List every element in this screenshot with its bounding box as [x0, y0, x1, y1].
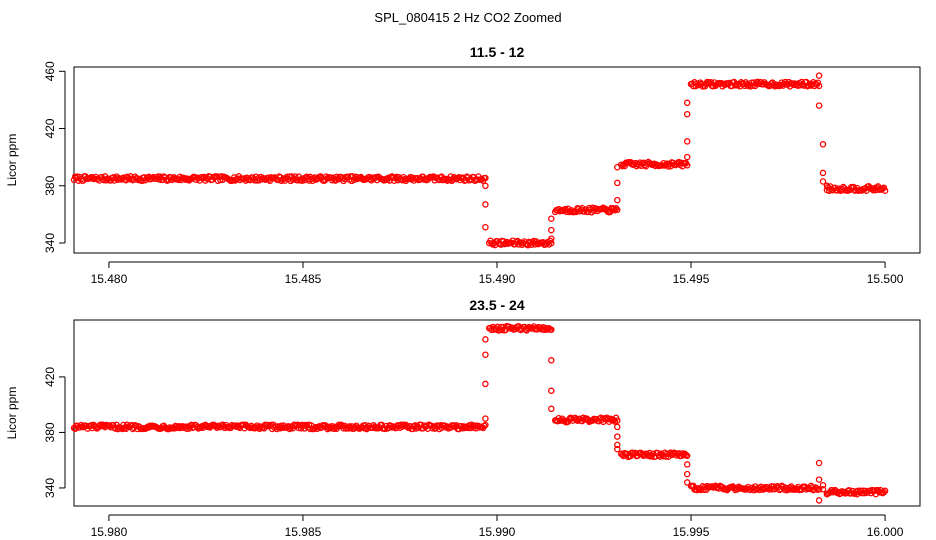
data-point — [819, 141, 827, 148]
data-point — [815, 82, 823, 90]
data-point — [548, 357, 555, 364]
x-tick-label: 15.990 — [479, 525, 516, 539]
data-point — [683, 479, 691, 486]
data-point — [614, 433, 621, 440]
data-point — [614, 445, 621, 453]
data-point — [614, 206, 621, 214]
x-tick-label: 15.495 — [673, 272, 710, 286]
data-point — [498, 326, 506, 334]
data-point — [614, 196, 621, 204]
data-point — [548, 226, 555, 234]
data-point — [819, 481, 827, 489]
data-series — [70, 72, 889, 249]
y-tick-label: 380 — [43, 422, 57, 442]
data-point — [614, 423, 621, 431]
data-point — [482, 174, 489, 182]
data-point — [548, 235, 555, 242]
x-tick-label: 15.490 — [479, 272, 516, 286]
data-point — [683, 452, 691, 460]
data-point — [482, 415, 489, 422]
data-point — [614, 163, 621, 171]
y-tick-label: 420 — [43, 118, 57, 138]
chart-panel-bottom: 23.5 - 24 Licor ppm 15.980 15.985 15.990 15.9… — [5, 297, 921, 539]
data-point — [482, 380, 489, 388]
data-point — [482, 336, 489, 343]
data-point — [683, 138, 691, 145]
data-point — [497, 323, 505, 331]
x-tick-label: 15.500 — [867, 272, 904, 286]
data-point — [683, 470, 691, 478]
data-point — [680, 451, 687, 459]
data-point — [880, 488, 888, 496]
data-point — [880, 184, 888, 191]
x-tick-label: 15.485 — [285, 272, 322, 286]
data-point — [335, 421, 343, 428]
plot-frame — [73, 319, 921, 507]
data-point — [614, 441, 621, 449]
data-point — [815, 102, 823, 109]
data-point — [482, 182, 489, 190]
y-tick-label: 340 — [43, 478, 57, 498]
data-point — [548, 387, 555, 395]
data-point — [548, 405, 555, 413]
data-point — [548, 239, 555, 247]
panel-title: 11.5 - 12 — [470, 44, 525, 60]
data-point — [881, 187, 889, 194]
data-point — [683, 153, 691, 161]
x-tick-label: 15.995 — [673, 525, 710, 539]
data-point — [548, 215, 555, 222]
data-point — [815, 486, 823, 493]
data-point — [814, 79, 822, 86]
figure-title: SPL_080415 2 Hz CO2 Zoomed — [374, 10, 561, 25]
data-point — [614, 179, 621, 187]
data-point — [482, 201, 489, 208]
data-point — [815, 459, 823, 467]
data-point — [683, 461, 691, 468]
data-point — [819, 178, 827, 185]
data-point — [400, 421, 407, 428]
data-point — [881, 487, 889, 495]
data-point — [819, 486, 827, 493]
panel-title: 23.5 - 24 — [469, 297, 524, 313]
data-point — [815, 476, 823, 483]
y-axis-label: Licor ppm — [5, 387, 19, 440]
data-point — [482, 223, 489, 231]
data-point — [612, 205, 620, 212]
data-point — [819, 169, 827, 177]
y-axis-label: Licor ppm — [5, 134, 19, 187]
data-point — [450, 422, 458, 429]
y-tick-label: 380 — [43, 175, 57, 195]
data-point — [482, 351, 489, 358]
chart-panel-top: 11.5 - 12 Licor ppm 15.480 15.485 15.490 15.4… — [5, 44, 921, 286]
x-tick-label: 15.985 — [285, 525, 322, 539]
data-point — [482, 421, 489, 429]
y-tick-label: 340 — [43, 233, 57, 253]
data-point — [614, 417, 621, 424]
y-tick-label: 420 — [43, 367, 57, 387]
x-tick-label: 15.480 — [91, 272, 128, 286]
data-point — [683, 162, 691, 169]
x-tick-label: 15.980 — [91, 525, 128, 539]
data-point — [683, 110, 691, 118]
plot-frame — [73, 66, 921, 254]
data-point — [815, 72, 823, 79]
x-tick-label: 16.000 — [867, 525, 904, 539]
data-point — [815, 497, 823, 504]
data-point — [823, 182, 831, 190]
data-point — [548, 326, 555, 333]
data-point — [683, 99, 691, 107]
y-tick-label: 460 — [43, 61, 57, 81]
data-series — [70, 322, 889, 504]
